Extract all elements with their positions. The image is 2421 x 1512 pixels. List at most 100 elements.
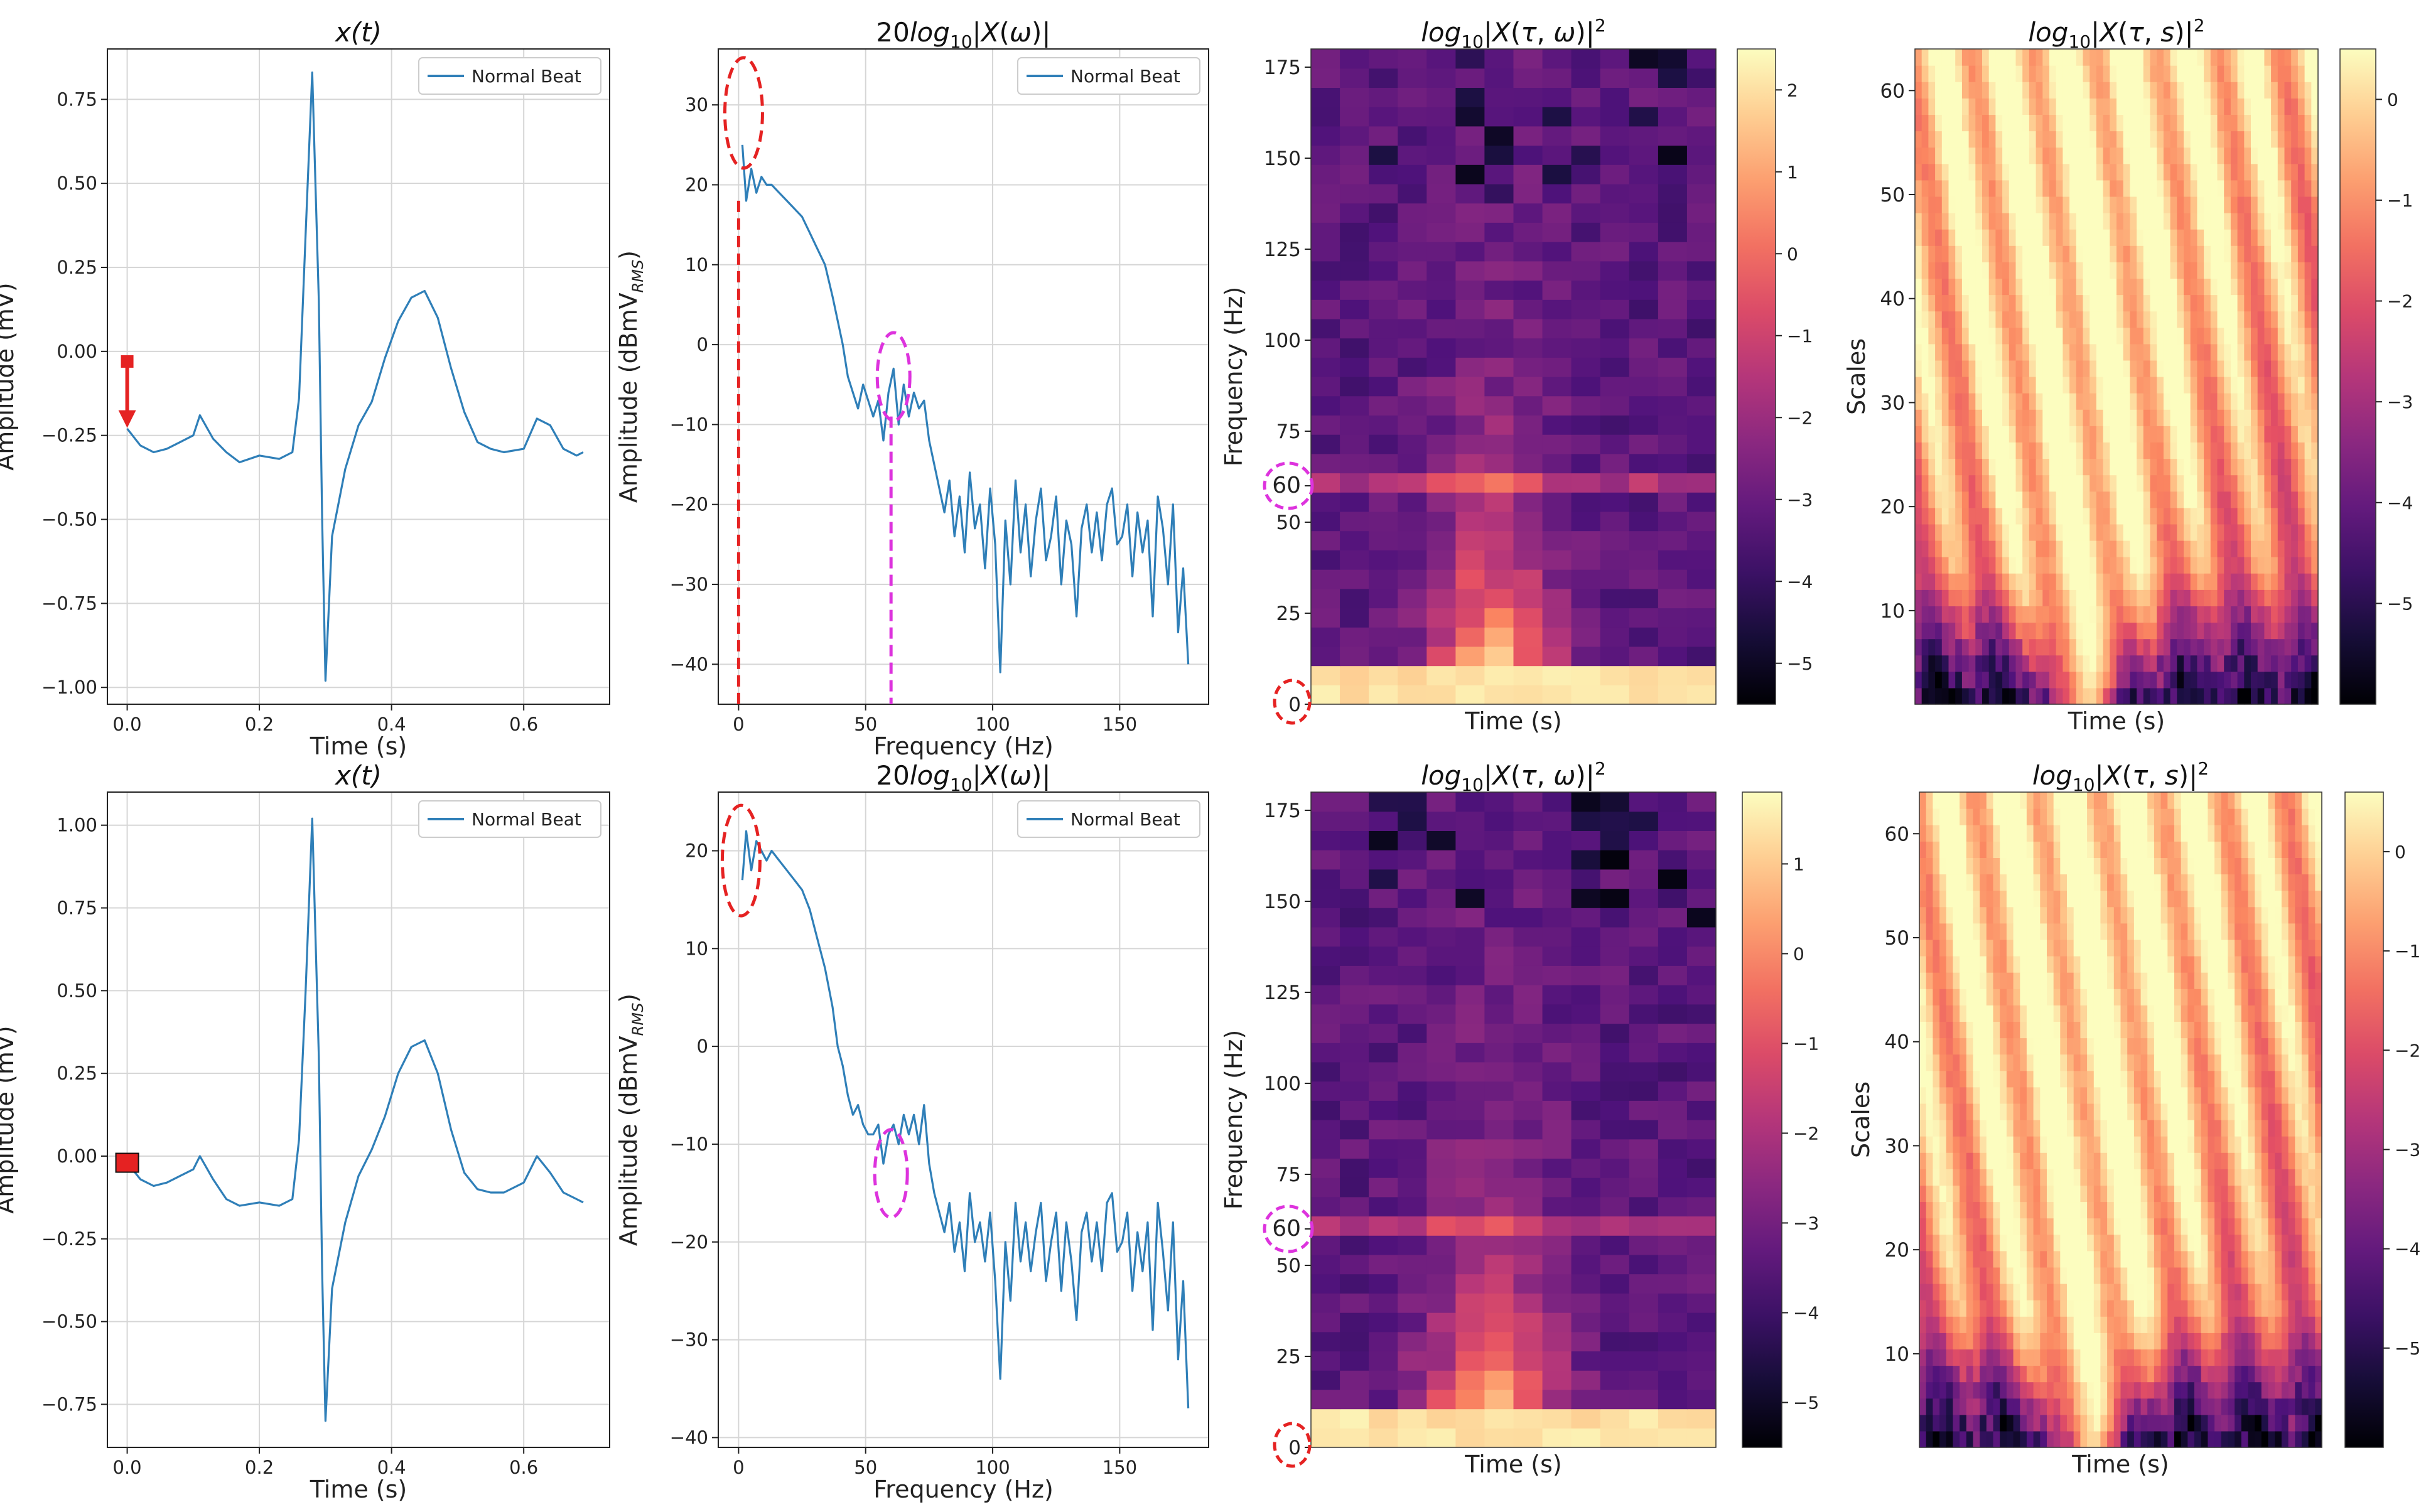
heatmap-cell [2143,196,2151,213]
heatmap-cell [2130,229,2137,246]
y-tick-label: −20 [670,1231,708,1253]
heatmap-cell [2230,671,2238,689]
heatmap-cell [1686,280,1717,300]
heatmap-cell [2140,1398,2148,1415]
heatmap-cell [1973,1169,1980,1186]
heatmap-cell [1968,147,1976,164]
heatmap-cell [1933,1284,1940,1300]
heatmap-cell [2015,589,2023,606]
heatmap-cell [1571,203,1601,223]
heatmap-cell [2170,540,2177,557]
heatmap-cell [2020,1349,2027,1366]
heatmap-cell [1995,343,2003,361]
heatmap-cell [2060,1381,2068,1399]
heatmap-cell [2311,507,2319,525]
heatmap-cell [1455,1293,1485,1313]
heatmap-cell [2221,1349,2229,1366]
heatmap-cell [1928,540,1936,557]
heatmap-cell [2073,1152,2081,1169]
heatmap-cell [1975,65,1983,82]
heatmap-cell [1455,1254,1485,1275]
heatmap-cell [2230,606,2238,623]
heatmap-cell [1973,1414,1980,1432]
heatmap-cell [1986,1381,1994,1399]
heatmap-cell [2143,442,2151,459]
annotation-ellipse [723,56,764,170]
heatmap-cell [1955,49,1963,66]
heatmap-cell [2204,114,2211,132]
heatmap-cell [2083,393,2090,410]
heatmap-cell [2067,1152,2074,1169]
heatmap-cell [2100,1201,2108,1219]
heatmap-cell [2137,622,2144,640]
heatmap-cell [2087,1349,2095,1366]
heatmap-cell [2154,1398,2162,1415]
heatmap-cell [2281,1103,2289,1120]
heatmap-cell [2116,360,2124,377]
heatmap-cell [2311,213,2319,230]
plot-frame [718,48,1209,705]
heatmap-cell [2167,1201,2175,1219]
heatmap-cell [1988,147,1996,164]
heatmap-cell [1988,393,1996,410]
heatmap-cell [2255,1103,2262,1120]
heatmap-cell [2311,262,2319,279]
heatmap-cell [2261,1086,2269,1104]
heatmap-cell [1369,685,1398,705]
heatmap-cell [2288,1267,2295,1284]
heatmap-cell [2069,229,2077,246]
heatmap-cell [2281,1381,2289,1399]
heatmap-cell [2184,311,2191,328]
heatmap-cell [2187,1086,2195,1104]
heatmap-cell [1941,196,1949,213]
heatmap-cell [1935,409,1943,426]
heatmap-cell [1571,1120,1601,1140]
heatmap-cell [1968,491,1976,508]
heatmap-cell [2281,1267,2289,1284]
heatmap-cell [1915,523,1922,541]
heatmap-cell [2015,213,2023,230]
heatmap-cell [2137,687,2144,705]
heatmap-cell [1455,280,1485,300]
heatmap-cell [1995,671,2003,689]
heatmap-cell [1398,183,1427,204]
heatmap-cell [2277,245,2285,262]
heatmap-cell [2217,491,2224,508]
heatmap-cell [1968,327,1976,345]
heatmap-cell [2174,1152,2182,1169]
heatmap-cell [2157,557,2164,574]
heatmap-cell [2210,606,2218,623]
heatmap-cell [2277,327,2285,345]
heatmap-cell [1982,262,1990,279]
heatmap-cell [2029,442,2037,459]
heatmap-cell [1426,473,1456,493]
heatmap-cell [2277,229,2285,246]
heatmap-cell [1955,589,1963,606]
heatmap-cell [2257,327,2265,345]
heatmap-cell [1311,869,1340,889]
heatmap-cell [1980,1430,1987,1448]
heatmap-cell [2116,671,2124,689]
heatmap-cell [2123,229,2130,246]
heatmap-cell [2217,475,2224,492]
heatmap-cell [1975,655,1983,672]
heatmap-cell [2275,1086,2282,1104]
heatmap-cell [1513,1139,1543,1159]
heatmap-cell [1921,377,1929,394]
heatmap-cell [2197,589,2204,606]
heatmap-cell [1600,1428,1630,1448]
heatmap-cell [2029,622,2037,640]
heatmap-cell [1975,606,1983,623]
heatmap-cell [1686,588,1717,609]
heatmap-cell [2204,458,2211,476]
heatmap-cell [2224,278,2231,296]
heatmap-cell [1686,87,1717,107]
x-tick-label: 0.6 [509,1457,538,1478]
heatmap-cell [2047,1300,2054,1317]
heatmap-cell [2177,523,2184,541]
heatmap-cell [2177,426,2184,442]
heatmap-cell [2026,1201,2034,1219]
heatmap-cell [2210,622,2218,640]
heatmap-cell [2251,343,2258,361]
x-tick-label: 150 [1103,1457,1137,1478]
